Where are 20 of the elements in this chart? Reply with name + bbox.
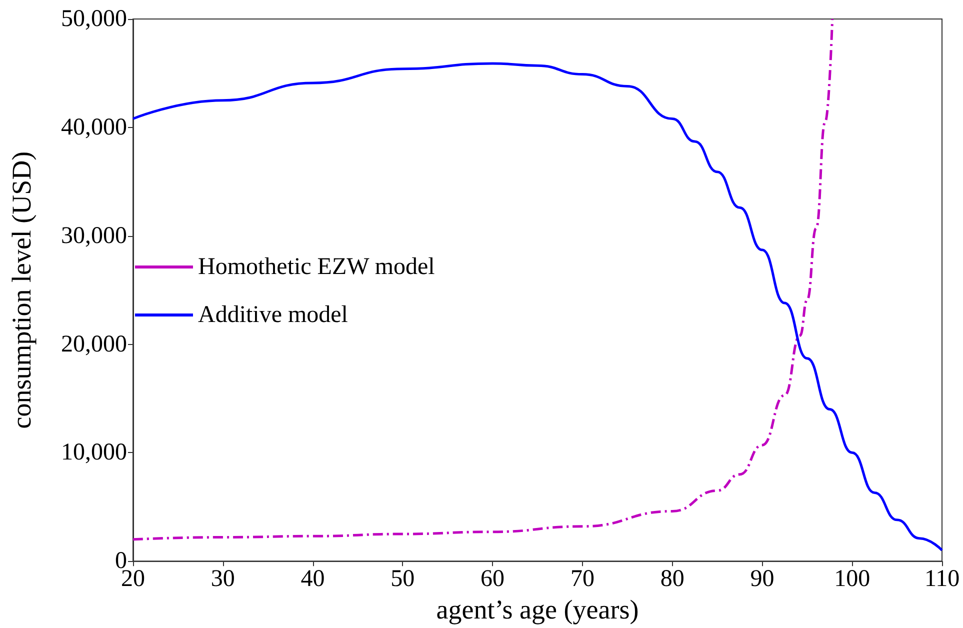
x-tick-label: 100	[834, 566, 870, 592]
y-tick-label: 40,000	[61, 114, 127, 140]
x-tick-label: 70	[570, 566, 594, 592]
line-series	[132, 18, 834, 541]
y-tick-label: 50,000	[61, 6, 127, 32]
x-tick-label: 30	[210, 566, 235, 592]
x-tick-label: 80	[660, 566, 684, 592]
x-tick-label: 60	[480, 566, 505, 592]
x-tick-label: 90	[750, 566, 774, 592]
legend-label: Additive model	[198, 302, 348, 328]
y-tick-label: 20,000	[61, 331, 127, 358]
legend-label: Homothetic EZW model	[198, 254, 436, 280]
y-tick-label: 10,000	[61, 440, 127, 466]
x-axis-title: agent’s age (years)	[436, 594, 639, 624]
x-tick-label: 40	[300, 566, 325, 592]
x-tick-label: 110	[924, 566, 960, 592]
y-tick-label: 30,000	[61, 222, 127, 249]
line-series	[132, 62, 944, 552]
x-tick-label: 50	[390, 566, 415, 592]
y-axis-title: consumption level (USD)	[6, 151, 36, 429]
